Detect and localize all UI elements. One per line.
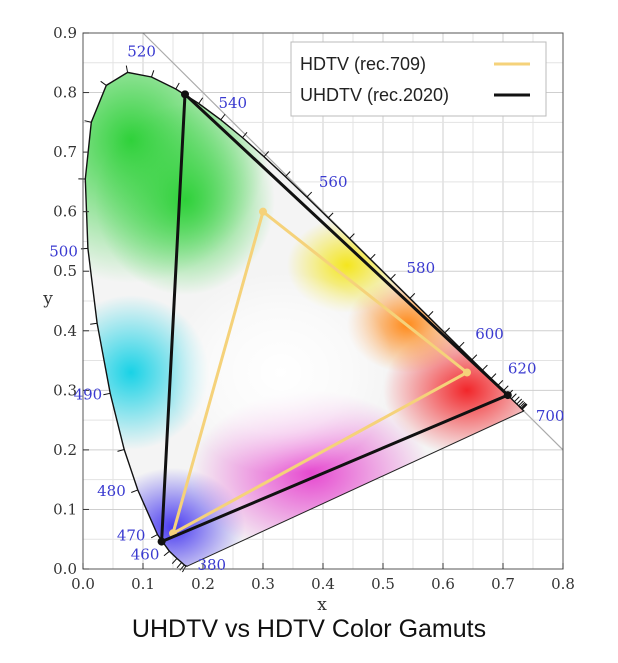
x-tick-label: 0.0 — [71, 575, 95, 593]
line-of-purples — [187, 410, 525, 567]
locus-tick — [516, 398, 523, 405]
series-point-0 — [259, 207, 267, 216]
locus-tick — [131, 489, 138, 493]
y-tick-label: 0.3 — [53, 381, 77, 399]
wavelength-label-520: 520 — [127, 42, 156, 60]
x-tick-label: 0.1 — [131, 575, 155, 593]
x-tick-label: 0.7 — [491, 575, 515, 593]
series-triangle-0 — [171, 210, 469, 535]
locus-tick — [521, 403, 527, 410]
y-axis-title: y — [42, 289, 53, 309]
locus-tick — [518, 400, 524, 407]
y-tick-label: 0.8 — [53, 84, 77, 102]
locus-tick — [349, 233, 355, 239]
x-axis-title: x — [317, 595, 327, 615]
color-blob — [167, 271, 395, 474]
series-point-1 — [181, 90, 189, 99]
locus-tick — [482, 364, 488, 371]
x-tick-label: 0.8 — [551, 575, 575, 593]
locus-tick — [263, 151, 270, 158]
locus-tick — [471, 354, 478, 361]
locus-tick — [175, 82, 180, 90]
locus-tick — [103, 392, 111, 396]
wavelength-label-540: 540 — [218, 94, 247, 112]
locus-tick — [125, 65, 129, 73]
locus-tick — [84, 120, 92, 123]
locus-tick — [511, 393, 517, 400]
wavelength-label-380: 380 — [197, 556, 226, 574]
y-tick-label: 0.4 — [53, 322, 77, 340]
legend-label-hdtv: HDTV (rec.709) — [300, 54, 426, 74]
y-tick-label: 0.1 — [53, 500, 77, 518]
y-tick-label: 0.0 — [53, 560, 77, 578]
locus-tick — [520, 402, 527, 409]
y-tick-label: 0.9 — [53, 24, 77, 42]
locus-tick — [490, 373, 497, 379]
axes — [82, 32, 564, 570]
x-tick-label: 0.4 — [311, 575, 335, 593]
x-tick-label: 0.5 — [371, 575, 395, 593]
wavelength-label-480: 480 — [97, 482, 126, 500]
locus-tick — [90, 322, 98, 325]
spectral-locus — [78, 65, 528, 573]
locus-tick — [444, 327, 451, 334]
wavelength-label-600: 600 — [475, 325, 504, 343]
chart-title: UHDTV vs HDTV Color Gamuts — [131, 615, 487, 643]
locus-tick — [151, 70, 155, 78]
locus-tick — [427, 311, 434, 317]
locus-tick — [171, 558, 178, 564]
locus-tick — [519, 401, 526, 408]
wavelength-label-500: 500 — [49, 242, 78, 260]
locus-tick — [327, 212, 334, 219]
legend: HDTV (rec.709) UHDTV (rec.2020) — [290, 41, 547, 117]
x-tick-label: 0.2 — [191, 575, 215, 593]
y-tick-label: 0.6 — [53, 203, 77, 221]
tick-labels: 0.0 0.1 0.2 0.3 0.4 0.5 0.6 0.7 0.8 0.0 0.1 0.2 0.3 0… — [53, 24, 575, 593]
locus-tick — [242, 131, 248, 138]
wavelength-label-620: 620 — [508, 359, 537, 377]
locus-tick — [100, 80, 107, 86]
locus-tick — [390, 273, 396, 280]
locus-tick — [176, 562, 183, 569]
color-blob — [95, 104, 275, 296]
locus-tick — [306, 191, 313, 198]
wavelength-label-460: 460 — [131, 545, 160, 563]
series-triangle-1 — [160, 92, 510, 544]
gamut-series — [157, 90, 512, 546]
y-tick-label: 0.5 — [53, 262, 77, 280]
locus-tick — [369, 253, 376, 260]
locus-tick — [80, 247, 88, 250]
legend-label-uhdtv: UHDTV (rec.2020) — [300, 85, 449, 105]
series-point-1 — [157, 537, 166, 546]
wavelength-label-490: 490 — [74, 385, 103, 403]
x-tick-label: 0.3 — [251, 575, 275, 593]
x-tick-label: 0.6 — [431, 575, 455, 593]
locus-tick — [514, 396, 520, 403]
locus-tick — [163, 550, 170, 557]
series-point-1 — [503, 391, 512, 400]
locus-tick — [521, 404, 528, 410]
locus-tick — [497, 380, 504, 386]
locus-tick — [285, 171, 291, 177]
wavelength-label-580: 580 — [407, 259, 436, 277]
locus-tick — [220, 113, 226, 121]
locus-tick — [117, 448, 125, 452]
wavelength-label-560: 560 — [319, 173, 348, 191]
series-point-0 — [463, 368, 471, 377]
locus-tick — [409, 293, 416, 299]
locus-tick — [458, 341, 465, 348]
legend-box — [290, 41, 547, 117]
locus-tick — [198, 97, 204, 104]
purple-line — [187, 410, 525, 567]
y-tick-label: 0.2 — [53, 441, 77, 459]
y-tick-label: 0.7 — [53, 143, 77, 161]
wavelength-label-700: 700 — [536, 407, 565, 425]
locus-tick — [151, 534, 158, 539]
wavelength-label-470: 470 — [117, 527, 146, 545]
